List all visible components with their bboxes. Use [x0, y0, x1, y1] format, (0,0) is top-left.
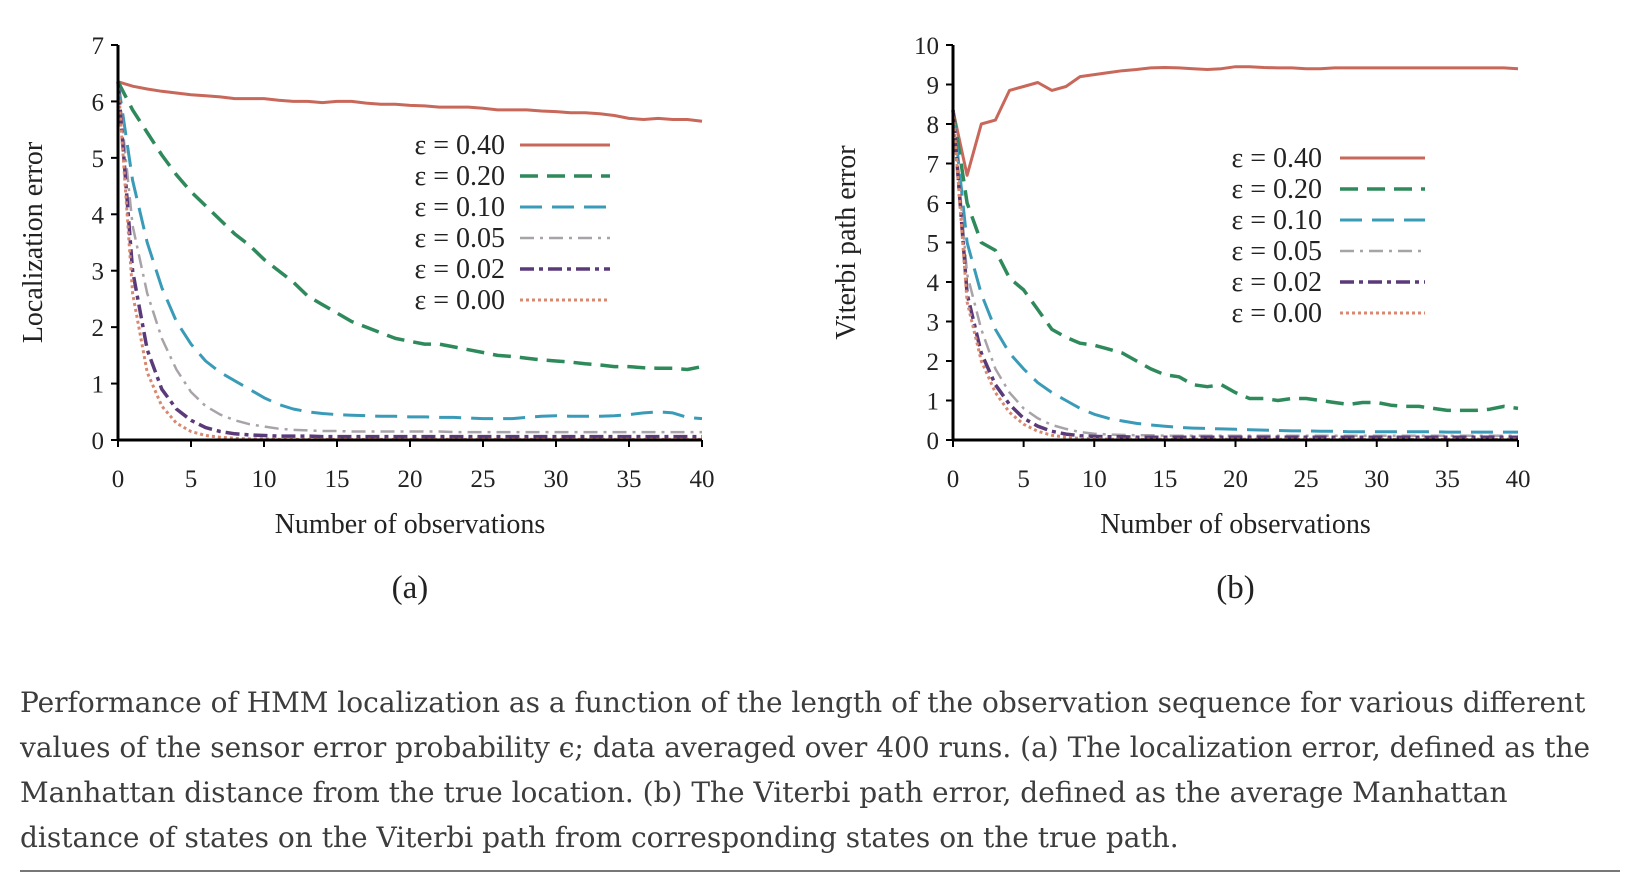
legend-label-b-0: ε = 0.40: [1231, 143, 1322, 174]
x-axis-title-a: Number of observations: [275, 509, 546, 540]
x-tick-label-a-4: 20: [398, 466, 423, 493]
series-line-a-1: [116, 80, 703, 372]
y-tick-label-a-0: 0: [92, 428, 105, 455]
x-tick-label-a-7: 35: [617, 466, 642, 493]
series-line-b-2: [951, 110, 1518, 434]
figure-caption: Performance of HMM localization as a fun…: [20, 686, 1591, 854]
legend-label-a-3: ε = 0.05: [414, 223, 505, 254]
legend-label-b-1: ε = 0.20: [1231, 174, 1322, 205]
y-tick-label-a-5: 5: [92, 146, 105, 173]
caption-divider: [20, 870, 1620, 872]
x-tick-label-a-8: 40: [690, 466, 715, 493]
x-tick-label-a-0: 0: [112, 466, 125, 493]
y-tick-label-a-3: 3: [92, 259, 105, 286]
series-line-b-1: [951, 109, 1519, 413]
y-tick-label-b-1: 1: [927, 389, 940, 416]
series-line-b-0: [951, 65, 1519, 177]
legend-label-b-2: ε = 0.10: [1231, 205, 1322, 236]
x-tick-label-a-3: 15: [325, 466, 350, 493]
series-line-b-4: [951, 110, 1518, 439]
y-tick-label-a-1: 1: [92, 372, 105, 399]
y-axis-title-a: Localization error: [18, 141, 49, 343]
legend-label-a-2: ε = 0.10: [414, 192, 505, 223]
x-tick-label-b-5: 25: [1294, 466, 1319, 493]
x-tick-label-a-2: 10: [252, 466, 277, 493]
series-line-a-0: [117, 80, 703, 123]
x-axis-title-b: Number of observations: [1100, 509, 1371, 540]
legend-label-a-4: ε = 0.02: [414, 254, 505, 285]
y-tick-label-b-7: 7: [927, 152, 940, 179]
x-tick-label-b-3: 15: [1152, 466, 1177, 493]
chart-panel-b: 0 1 2 3 4 5 6 7 8 9 10 0 5 10 15 20 25 30 35 40 Number of ob…: [831, 33, 1531, 606]
x-tick-label-b-7: 35: [1435, 466, 1460, 493]
legend-b: ε = 0.40ε = 0.20ε = 0.10ε = 0.05ε = 0.02…: [1231, 143, 1425, 329]
legend-label-a-1: ε = 0.20: [414, 161, 505, 192]
x-tick-label-b-0: 0: [947, 466, 960, 493]
x-tick-label-a-6: 30: [544, 466, 569, 493]
series-line-a-2: [116, 81, 703, 421]
x-tick-label-a-5: 25: [471, 466, 496, 493]
y-tick-label-a-4: 4: [92, 202, 105, 229]
y-tick-label-b-10: 10: [914, 33, 939, 60]
series-line-a-3: [116, 81, 702, 434]
y-tick-label-b-5: 5: [927, 231, 940, 258]
y-axis-title-b: Viterbi path error: [831, 145, 862, 340]
x-tick-label-b-8: 40: [1506, 466, 1531, 493]
panel-label-b: (b): [1216, 570, 1254, 606]
x-tick-label-a-1: 5: [185, 466, 198, 493]
y-tick-label-b-8: 8: [927, 112, 940, 139]
legend-label-b-5: ε = 0.00: [1231, 298, 1322, 329]
x-tick-label-b-1: 5: [1017, 466, 1030, 493]
y-tick-label-b-3: 3: [927, 310, 940, 337]
y-tick-label-b-4: 4: [927, 270, 940, 297]
series-line-a-5: [116, 81, 702, 441]
x-tick-label-b-2: 10: [1082, 466, 1107, 493]
x-tick-label-b-4: 20: [1223, 466, 1248, 493]
chart-panel-a: 0 1 2 3 4 5 6 7 0 5 10 15 20 25 30 35 40 Number of observ…: [18, 33, 715, 606]
y-tick-label-b-0: 0: [927, 428, 940, 455]
legend-a: ε = 0.40ε = 0.20ε = 0.10ε = 0.05ε = 0.02…: [414, 130, 610, 316]
y-tick-label-b-6: 6: [927, 191, 940, 218]
y-tick-label-a-6: 6: [92, 89, 105, 116]
legend-label-b-4: ε = 0.02: [1231, 267, 1322, 298]
x-tick-label-b-6: 30: [1364, 466, 1389, 493]
y-tick-label-a-2: 2: [92, 315, 105, 342]
y-tick-label-a-7: 7: [92, 33, 105, 60]
panel-label-a: (a): [392, 570, 429, 606]
y-tick-label-b-9: 9: [927, 73, 940, 100]
legend-label-a-0: ε = 0.40: [414, 130, 505, 161]
y-tick-label-b-2: 2: [927, 349, 940, 376]
series-line-a-4: [116, 81, 702, 439]
legend-label-a-5: ε = 0.00: [414, 285, 505, 316]
legend-label-b-3: ε = 0.05: [1231, 236, 1322, 267]
